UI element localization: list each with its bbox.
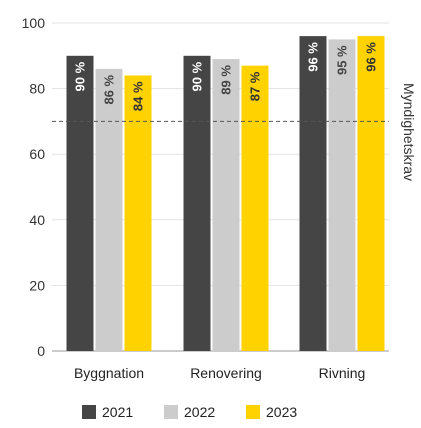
- legend: 2021 2022 2023: [0, 404, 421, 428]
- data-label-byggnation-2022: 86 %: [102, 74, 117, 104]
- bar-renovering-2023: [241, 65, 269, 351]
- y-tick-label-40: 40: [29, 212, 45, 228]
- legend-swatch-2023: [246, 405, 260, 419]
- bar-byggnation-2021: [66, 55, 94, 352]
- legend-label-2022: 2022: [184, 404, 216, 420]
- data-label-byggnation-2023: 84 %: [131, 81, 146, 111]
- y-tick-label-20: 20: [29, 277, 45, 293]
- x-tick-label-renovering: Renovering: [190, 365, 262, 381]
- bar-byggnation-2022: [95, 68, 123, 352]
- y-tick-label-80: 80: [29, 81, 45, 97]
- data-label-byggnation-2021: 90 %: [73, 61, 88, 91]
- legend-swatch-2021: [82, 405, 96, 419]
- legend-item-2021: 2021: [82, 404, 133, 420]
- data-label-rivning-2022: 95 %: [335, 45, 350, 75]
- bar-rivning-2022: [328, 39, 356, 352]
- x-axis: Byggnation Renovering Rivning: [74, 365, 365, 381]
- y-tick-label-100: 100: [22, 15, 46, 31]
- bar-byggnation-2023: [124, 75, 152, 351]
- bar-renovering-2022: [212, 59, 240, 352]
- x-tick-label-byggnation: Byggnation: [74, 365, 144, 381]
- data-label-renovering-2022: 89 %: [219, 65, 234, 95]
- y-tick-label-60: 60: [29, 146, 45, 162]
- legend-label-2023: 2023: [266, 404, 298, 420]
- legend-label-2021: 2021: [102, 404, 134, 420]
- reference-line-label: Myndighetskrav: [401, 83, 417, 181]
- reference-line: Myndighetskrav: [52, 83, 417, 181]
- bar-rivning-2021: [299, 36, 327, 352]
- bar-renovering-2021: [183, 55, 211, 352]
- legend-item-2022: 2022: [164, 404, 215, 420]
- data-label-rivning-2023: 96 %: [364, 42, 379, 72]
- data-label-renovering-2021: 90 %: [190, 61, 205, 91]
- y-axis: 0 20 40 60 80 100: [22, 15, 46, 359]
- bar-chart: 0 20 40 60 80 100 90 % 86 % 84 % 90 % 89 % 87 % 96 …: [22, 15, 417, 381]
- data-label-renovering-2023: 87 %: [248, 71, 263, 101]
- x-tick-label-rivning: Rivning: [319, 365, 366, 381]
- bar-rivning-2023: [357, 36, 385, 352]
- bars: 90 % 86 % 84 % 90 % 89 % 87 % 96 % 95 % 96 %: [66, 36, 385, 352]
- data-label-rivning-2021: 96 %: [306, 42, 321, 72]
- y-tick-label-0: 0: [37, 343, 45, 359]
- legend-swatch-2022: [164, 405, 178, 419]
- legend-item-2023: 2023: [246, 404, 297, 420]
